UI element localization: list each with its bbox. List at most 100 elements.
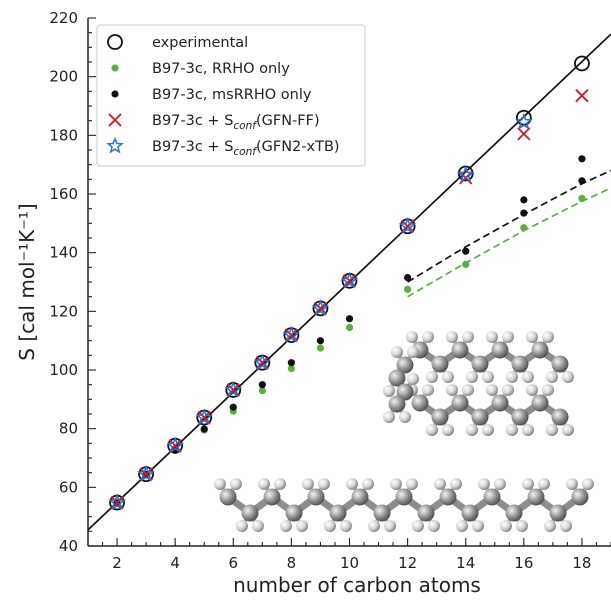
hydrogen-atom [502,384,514,396]
carbon-atom [491,341,509,359]
x-tick-label: 2 [112,554,122,572]
hydrogen-atom [494,478,506,490]
alkane-chain [406,331,574,383]
data-point [253,353,272,371]
carbon-atom [451,341,469,359]
x-tick-label: 16 [514,554,533,572]
data-point [578,155,586,163]
data-point [107,34,123,50]
x-tick-label: 6 [229,554,239,572]
carbon-atom [263,488,281,506]
legend-label: B97-3c, RRHO only [152,61,290,77]
carbon-atom [439,488,457,506]
data-point [229,403,237,411]
hydrogen-atom [450,478,462,490]
data-point [111,90,119,98]
data-point [462,260,470,268]
data-point [575,89,589,103]
hydrogen-atom [446,384,458,396]
alkane-chain [214,478,594,532]
hydrogen-atom [500,520,512,532]
alkane-chain [383,346,419,423]
hydrogen-atom [522,371,534,383]
data-point [520,224,528,232]
hydrogen-atom [258,478,270,490]
hydrogen-atom [391,346,403,358]
legend-label: B97-3c, msRRHO only [152,87,312,103]
hydrogen-atom [324,520,336,532]
hydrogen-atom [399,411,411,423]
data-point [578,177,586,185]
carbon-atom [431,355,449,373]
hydrogen-atom [466,371,478,383]
hydrogen-atom [302,478,314,490]
carbon-atom [219,488,237,506]
hydrogen-atom [407,346,419,358]
hydrogen-atom [502,331,514,343]
hydrogen-atom [274,478,286,490]
hydrogen-atom [486,384,498,396]
alkane-chain [406,384,574,436]
data-point [111,64,119,72]
hydrogen-atom [538,478,550,490]
data-point [108,113,122,127]
x-tick-label: 4 [170,554,180,572]
hydrogen-atom [236,520,248,532]
hydrogen-atom [346,478,358,490]
carbon-atom [411,394,429,412]
hydrogen-atom [383,385,395,397]
y-tick-label: 120 [49,302,78,320]
hydrogen-atom [252,520,264,532]
hydrogen-atom [522,424,534,436]
carbon-atom [417,504,435,522]
data-point [462,247,470,255]
carbon-atom [531,394,549,412]
carbon-atom [505,504,523,522]
data-point [404,285,412,293]
hydrogen-atom [562,424,574,436]
data-point [345,315,354,323]
alkane-molecule-illustration [214,331,594,532]
hydrogen-atom [516,520,528,532]
data-point [311,299,330,316]
carbon-atom [471,355,489,373]
hydrogen-atom [422,384,434,396]
carbon-atom [395,488,413,506]
x-tick-label: 18 [572,554,591,572]
data-point [574,55,590,72]
carbon-atom [531,341,549,359]
carbon-atom [241,504,259,522]
x-tick-label: 12 [398,554,417,572]
hydrogen-atom [280,520,292,532]
y-tick-label: 100 [49,361,78,379]
data-point [340,271,359,289]
hydrogen-atom [542,331,554,343]
data-point [137,464,155,482]
data-point [520,209,528,217]
y-tick-label: 220 [49,9,78,27]
hydrogen-atom [560,520,572,532]
hydrogen-atom [406,331,418,343]
carbon-atom [351,488,369,506]
carbon-atom [285,504,303,522]
hydrogen-atom [466,424,478,436]
y-tick-label: 180 [49,126,78,144]
carbon-atom [396,356,414,374]
hydrogen-atom [390,478,402,490]
data-points [108,55,590,511]
hydrogen-atom [442,424,454,436]
hydrogen-atom [482,371,494,383]
data-point [200,425,208,433]
y-tick-label: 140 [49,244,78,262]
data-point [316,337,325,345]
hydrogen-atom [362,478,374,490]
y-axis-label: S [cal mol⁻¹K⁻¹] [15,203,39,360]
carbon-atom [571,488,589,506]
hydrogen-atom [462,331,474,343]
x-tick-label: 14 [456,554,475,572]
x-tick-label: 8 [287,554,297,572]
data-point [398,216,417,234]
data-point [515,112,533,130]
hydrogen-atom [384,520,396,532]
